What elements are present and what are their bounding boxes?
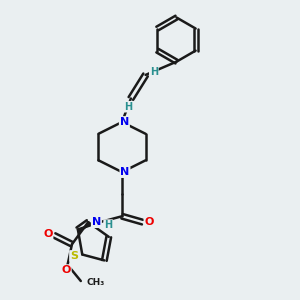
Text: CH₃: CH₃: [86, 278, 104, 287]
Text: S: S: [70, 251, 78, 261]
Text: N: N: [92, 217, 101, 227]
Text: O: O: [144, 217, 154, 227]
Text: H: H: [124, 102, 133, 112]
Text: H: H: [150, 67, 158, 77]
Text: O: O: [61, 265, 71, 275]
Text: O: O: [43, 229, 52, 239]
Text: N: N: [120, 117, 129, 127]
Text: H: H: [104, 220, 112, 230]
Text: N: N: [120, 167, 130, 177]
